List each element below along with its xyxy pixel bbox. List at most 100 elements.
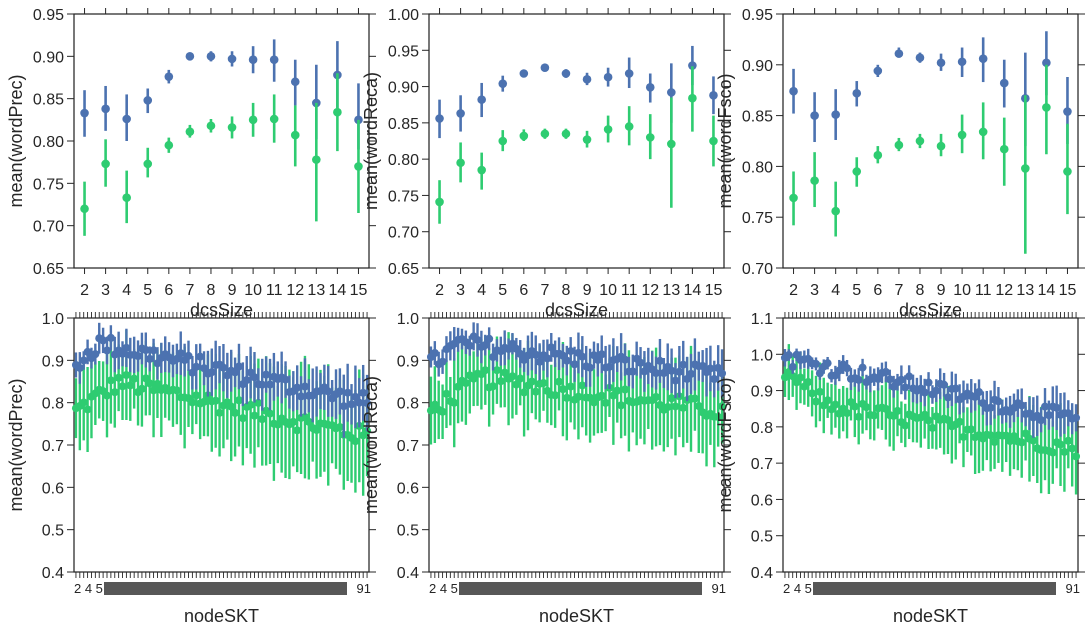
series_a-point	[473, 335, 482, 344]
series_a-point	[185, 52, 195, 61]
y-tick-label: 1.0	[397, 311, 419, 328]
series_b-point	[477, 165, 486, 175]
x-tick-label: 3	[456, 282, 465, 299]
series_b-point	[873, 150, 883, 160]
series_b-point	[551, 391, 560, 400]
series_b-point	[238, 414, 247, 423]
series_b-point	[957, 130, 967, 140]
plot-frame	[782, 13, 1079, 269]
x-tick-label: 2	[435, 282, 444, 299]
series_b-point	[1021, 164, 1030, 173]
y-tick-label: 0.7	[751, 456, 773, 473]
series_b-point	[663, 403, 672, 412]
series_a-point	[481, 341, 490, 350]
series_b-point	[461, 379, 470, 388]
series_b-point	[978, 127, 988, 137]
series_a-point	[789, 86, 798, 96]
series_b-point	[1029, 436, 1038, 445]
x-tick-label: 11	[266, 282, 283, 299]
series_a-point	[788, 362, 797, 371]
series_a-point	[936, 58, 946, 68]
series_a-point	[231, 368, 240, 377]
series_a-point	[312, 98, 321, 108]
series_a-point	[516, 349, 525, 358]
series_b-point	[990, 438, 999, 447]
series_b-point	[1072, 452, 1081, 461]
series_b-point	[118, 382, 127, 391]
series_b-point	[854, 412, 863, 421]
series_b-point	[597, 391, 606, 400]
panel-bottom-middle: 0.4 0.5 0.6 0.7 0.8 0.9 1.0 mean(wordReca) nodeS…	[361, 311, 731, 626]
series_a-point	[957, 57, 967, 67]
series_a-point	[858, 363, 867, 372]
series_b-point	[227, 402, 236, 411]
series_a-point	[335, 387, 344, 396]
series_b-point	[508, 372, 517, 381]
y-tick-label: 0.5	[42, 523, 64, 540]
y-tick-label: 0.80	[388, 152, 419, 169]
series_a-point	[540, 63, 550, 73]
series_a-point	[80, 108, 89, 118]
series_a-point	[628, 367, 637, 376]
y-tick-label: 0.70	[33, 219, 64, 236]
series_a-point	[101, 104, 110, 114]
series_b-point	[831, 206, 840, 216]
panel-bottom-left: 0.4 0.5 0.6 0.7 0.8 0.9 1.0 mean(wordPrec) nodeS…	[6, 311, 376, 626]
series_a-point	[636, 358, 645, 367]
series_a-point	[562, 356, 571, 365]
x-tick-label-first: 2 4 5	[429, 581, 458, 596]
series_b-point	[527, 377, 536, 386]
series_a-point	[206, 52, 216, 61]
x-tick-label: 5	[852, 282, 861, 299]
series_b-point	[206, 121, 216, 131]
series_b-point	[354, 162, 363, 171]
series_a-point	[122, 343, 131, 352]
series_a-point	[234, 362, 243, 371]
series_b-point	[130, 374, 139, 383]
series_a-point	[118, 349, 127, 358]
series_a-point	[582, 75, 592, 84]
x-tick-label-last: 91	[712, 581, 726, 596]
series_b-point	[248, 115, 258, 125]
y-tick-label: 0.70	[742, 261, 773, 278]
plot-frame	[428, 13, 725, 269]
series_a-point	[605, 362, 614, 371]
series_b-point	[122, 371, 131, 380]
series_a-point	[347, 400, 356, 409]
series_b-point	[143, 159, 153, 169]
series_a-point	[149, 346, 158, 355]
series_a-point	[687, 369, 696, 378]
series_b-point	[796, 373, 805, 382]
series_a-point	[106, 333, 115, 342]
series_b-point	[562, 393, 571, 402]
series_b-point	[555, 377, 564, 386]
series_b-point	[293, 426, 302, 435]
series_a-point	[994, 397, 1003, 406]
series_a-point	[655, 356, 664, 365]
y-tick-label: 0.90	[388, 80, 419, 97]
series_b-point	[435, 197, 444, 207]
series_b-point	[289, 417, 298, 426]
y-tick-label: 0.8	[42, 396, 64, 413]
series_b-point	[601, 398, 610, 407]
x-tick-label: 14	[1037, 282, 1055, 299]
series_b-point	[185, 127, 195, 136]
series_a-point	[951, 384, 960, 393]
x-tick-label: 14	[683, 282, 701, 299]
series_a-point	[986, 403, 995, 412]
series_a-point	[932, 386, 941, 395]
series_b-point	[231, 408, 240, 417]
series_a-point	[873, 66, 883, 76]
x-tick-label: 12	[641, 282, 659, 299]
series_a-point	[207, 368, 216, 377]
series_b-point	[234, 396, 243, 405]
series_b-point	[881, 404, 890, 413]
series_a-point	[679, 360, 688, 369]
series_b-point	[955, 417, 964, 426]
series_a-point	[659, 368, 668, 377]
series_a-point	[355, 398, 364, 407]
series_b-point	[519, 131, 529, 141]
series_a-point	[456, 109, 465, 118]
series_a-point	[1042, 58, 1051, 68]
series_a-point	[897, 375, 906, 384]
